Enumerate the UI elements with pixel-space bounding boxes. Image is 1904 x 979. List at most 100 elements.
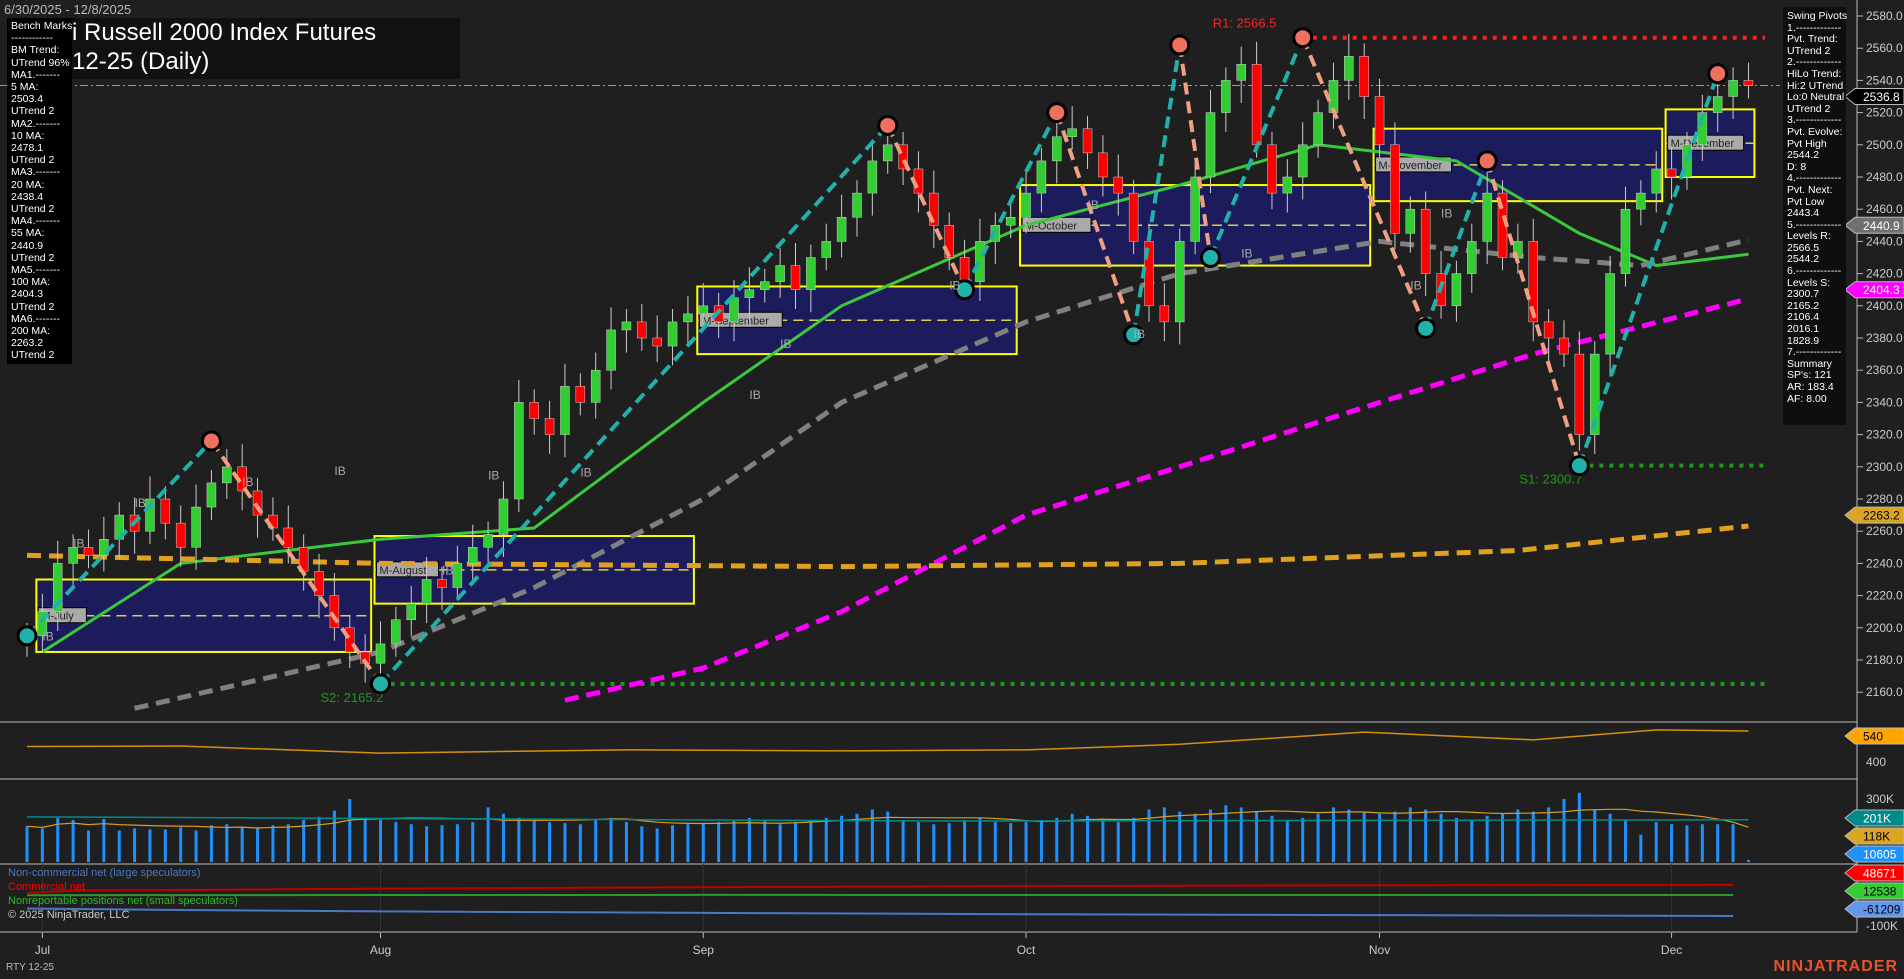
title-line1: i Russell 2000 Index Futures [72, 19, 377, 46]
candle-up [1236, 64, 1246, 81]
bench-line: MA3.------- [11, 166, 60, 179]
bench-line: 100 MA: [11, 276, 51, 289]
candle-up [37, 611, 48, 637]
x-tick-label: Sep [693, 943, 715, 957]
ib-label: IB [1241, 247, 1252, 261]
x-tick-label: Aug [370, 943, 391, 957]
price-tick-label: 2520.0 [1866, 106, 1903, 120]
swing-high-marker [877, 114, 899, 136]
candle-up [206, 482, 217, 508]
swing-pivots-panel: Swing Pivots 1.------------- Pvt. Trend: UT… [1783, 7, 1848, 425]
candle-up [1605, 273, 1615, 355]
swing-line [1177, 44, 1213, 258]
price-tick-label: 2540.0 [1866, 73, 1903, 87]
price-tick-label: 2220.0 [1866, 589, 1903, 603]
bench-line: 2404.3 [11, 288, 44, 301]
candle-up [406, 603, 416, 621]
candle-up [467, 547, 478, 564]
ib-label: IB [580, 465, 591, 479]
candle-up [498, 498, 509, 535]
bench-line: UTrend 2 [11, 105, 55, 118]
candle-up [1036, 160, 1047, 194]
price-tick-label: 2360.0 [1866, 363, 1903, 377]
pivots-line: 6.------------- [1787, 265, 1842, 278]
legend-nonreportable: Nonreportable positions net (small specu… [8, 895, 238, 907]
candle-up [729, 297, 739, 323]
pivots-line: 2165.2 [1787, 299, 1820, 312]
candle-up [52, 563, 63, 612]
swing-line [962, 111, 1059, 291]
candle-up [1175, 241, 1185, 323]
price-tick-label: 2200.0 [1866, 621, 1903, 635]
candle-down [1374, 96, 1385, 146]
indicator-tag-bg [1844, 727, 1904, 745]
pivots-line: Pvt. Evolve: [1787, 125, 1843, 138]
candle-down [329, 595, 340, 629]
volume-tag-bg [1844, 845, 1904, 863]
candle-down [944, 225, 954, 258]
bench-line: UTrend 2 [11, 349, 55, 362]
candle-up [975, 241, 985, 282]
bench-line: MA4.------- [11, 215, 60, 228]
pivots-line: D: 8 [1787, 160, 1807, 173]
candle-up [1313, 112, 1323, 146]
swing-high-marker [1169, 34, 1191, 56]
pivots-line: 3.------------- [1787, 114, 1842, 127]
candle-up [514, 402, 524, 500]
price-tick-label: 2440.0 [1866, 234, 1903, 248]
indicator-tick-label: 400 [1866, 755, 1886, 769]
price-tick-label: 2380.0 [1866, 331, 1903, 345]
bench-line: ------------ [11, 32, 53, 45]
pivots-line: Swing Pivots [1787, 10, 1848, 22]
bench-line: 20 MA: [11, 178, 45, 191]
bench-line: MA2.------- [11, 117, 60, 130]
cot-tag-bg [1844, 882, 1904, 900]
bench-line: 2263.2 [11, 337, 44, 350]
pivots-line: 7.------------- [1787, 346, 1842, 359]
moving-average-200ma [26, 523, 1749, 570]
legend-commercial: Commercial net [8, 881, 86, 893]
candle-down [1574, 353, 1585, 435]
swing-line [1423, 160, 1490, 330]
volume-tag-bg [1844, 827, 1904, 845]
candle-down [1420, 208, 1431, 274]
candle-up [836, 217, 847, 242]
pivots-line: SP's: 121 [1787, 369, 1832, 382]
ib-label: IB [780, 337, 791, 351]
candle-up [1005, 217, 1016, 226]
bench-line: UTrend 2 [11, 154, 55, 167]
candle-up [1282, 176, 1293, 194]
swing-low-marker [1568, 455, 1590, 477]
pivots-line: AF: 8.00 [1787, 392, 1827, 405]
candle-up [1697, 112, 1708, 146]
price-tick-label: 2560.0 [1866, 41, 1903, 55]
volume-tag: 201K [1863, 812, 1891, 826]
price-tag-bg [1844, 506, 1904, 524]
bench-line: UTrend 2 [11, 300, 55, 313]
cot-series-line [26, 883, 1734, 894]
candle-down [1098, 152, 1108, 178]
pivots-line: 4.------------- [1787, 172, 1842, 185]
price-tag-bg [1844, 216, 1904, 234]
candle-down [929, 192, 939, 226]
ib-label: IB [334, 464, 345, 478]
swing-low-marker [954, 279, 976, 301]
swing-line [885, 124, 967, 291]
ninjatrader-logo: NINJATRADER [1773, 958, 1898, 975]
x-tick-label: Nov [1369, 943, 1390, 957]
bench-line: 200 MA: [11, 325, 51, 338]
candle-down [544, 418, 555, 435]
monthly-box-label: M-August [380, 565, 427, 577]
candle-down [959, 257, 970, 282]
pivots-line: UTrend 2 [1787, 44, 1831, 57]
pivots-line: Hi:2 UTrend [1787, 79, 1844, 92]
ib-label: IB [1441, 206, 1452, 220]
pivots-line: Levels R: [1787, 230, 1831, 243]
candle-up [375, 643, 386, 664]
symbol-label: RTY 12-25 [6, 962, 54, 973]
swing-high-marker [1476, 150, 1498, 172]
level-label: S1: 2300.7 [1519, 472, 1582, 487]
candle-up [821, 241, 831, 258]
candle-up [683, 313, 693, 323]
